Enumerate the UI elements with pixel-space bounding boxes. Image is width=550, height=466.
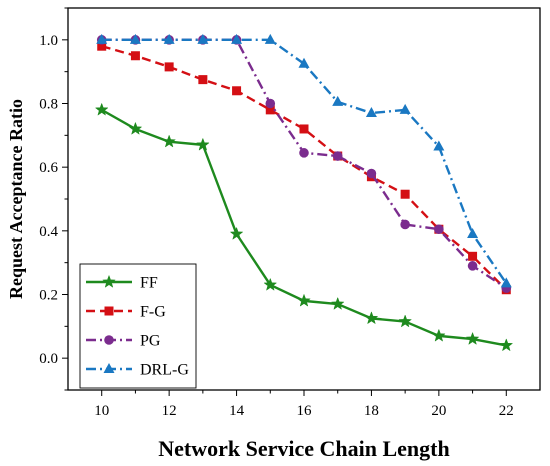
triangle-marker: [96, 33, 108, 44]
star-marker: [330, 296, 345, 310]
square-marker: [468, 251, 478, 261]
square-marker: [232, 86, 242, 96]
series-line: [101, 38, 508, 285]
triangle-marker: [231, 33, 243, 44]
circle-marker: [434, 224, 444, 235]
circle-marker: [332, 151, 343, 161]
legend: FF F-G PG DRL-G: [79, 263, 197, 389]
triangle-marker: [197, 33, 209, 44]
star-marker: [94, 102, 109, 116]
square-marker: [400, 189, 410, 199]
square-marker: [198, 75, 208, 85]
square-marker: [97, 41, 107, 51]
x-tick-label: 20: [431, 403, 446, 419]
legend-label: PG: [140, 333, 161, 350]
square-marker: [104, 306, 114, 316]
star-marker: [102, 274, 116, 288]
square-marker: [130, 51, 140, 61]
star-marker: [398, 314, 413, 328]
x-axis-title: Network Service Chain Length: [158, 436, 449, 461]
star-marker: [465, 331, 480, 345]
triangle-marker: [298, 57, 310, 68]
y-tick-label: 0.6: [39, 160, 58, 176]
circle-marker: [104, 335, 114, 345]
triangle-marker: [264, 33, 276, 44]
triangle-marker: [129, 33, 141, 44]
circle-marker: [400, 219, 410, 230]
star-marker: [128, 121, 143, 135]
square-marker: [299, 124, 309, 134]
star-marker: [229, 226, 244, 240]
x-tick-label: 16: [297, 403, 313, 419]
x-tick-label: 12: [162, 403, 177, 419]
triangle-marker: [163, 33, 175, 44]
triangle-marker: [103, 363, 115, 373]
legend-label: FF: [140, 275, 158, 292]
y-tick-label: 1.0: [39, 33, 58, 49]
triangle-marker: [433, 140, 445, 151]
star-marker: [364, 311, 379, 325]
triangle-marker: [399, 103, 411, 114]
y-tick-label: 0.4: [39, 224, 58, 240]
triangle-marker: [332, 95, 344, 106]
x-tick-label: 14: [229, 403, 245, 419]
circle-marker: [265, 98, 276, 109]
y-tick-label: 0.0: [39, 351, 58, 367]
series-layer: [94, 33, 514, 352]
legend-label: DRL-G: [140, 362, 189, 379]
star-marker: [162, 134, 177, 148]
star-marker: [195, 137, 210, 151]
y-tick-label: 0.8: [39, 97, 58, 113]
triangle-marker: [500, 277, 512, 288]
circle-marker: [366, 168, 377, 179]
series-f-g: [97, 41, 511, 295]
star-marker: [263, 277, 278, 291]
x-tick-label: 22: [499, 403, 514, 419]
legend-box: [79, 263, 197, 389]
x-tick-label: 18: [364, 403, 379, 419]
series-ff: [94, 102, 514, 352]
star-marker: [431, 328, 446, 342]
legend-label: F-G: [140, 304, 166, 321]
square-marker: [164, 62, 174, 72]
star-marker: [297, 293, 311, 307]
square-marker: [265, 105, 275, 115]
y-axis-title: Request Acceptance Ratio: [6, 99, 26, 299]
series-pg: [96, 35, 512, 293]
series-drl-g: [96, 33, 512, 288]
circle-marker: [467, 261, 478, 271]
x-tick-label: 10: [94, 403, 109, 419]
series-line: [101, 45, 508, 291]
plot-area: 10 12 14 16 18 20 22 0.0 0.2 0.4 0.6 0.8 1.0: [39, 7, 541, 419]
circle-marker: [299, 148, 309, 158]
y-tick-label: 0.2: [39, 288, 58, 304]
triangle-marker: [467, 228, 479, 239]
series-line: [101, 38, 507, 290]
triangle-marker: [365, 107, 377, 118]
star-marker: [499, 338, 514, 352]
